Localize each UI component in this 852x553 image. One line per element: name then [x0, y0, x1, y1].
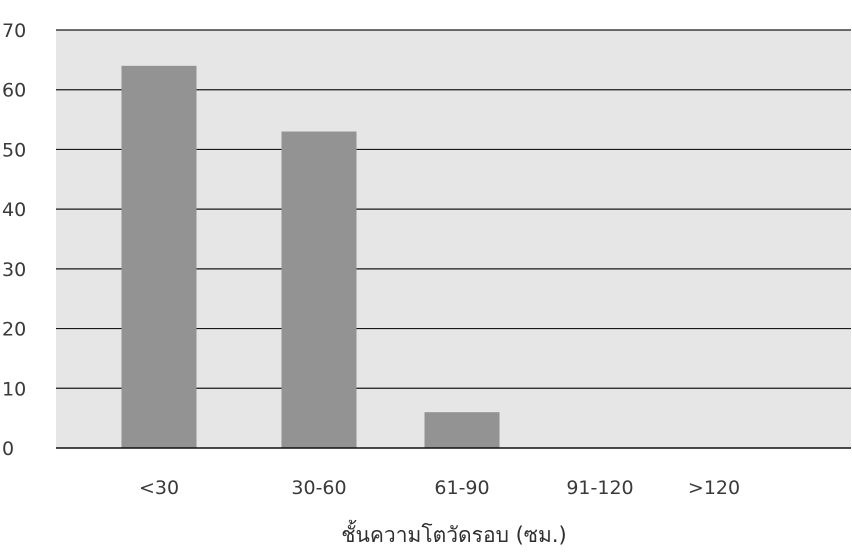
bar-2 — [281, 131, 357, 448]
bars — [121, 65, 500, 448]
y-tick-label: 20 — [2, 319, 26, 341]
y-tick-label: 50 — [2, 139, 26, 161]
x-axis-ticks: <30 30-60 61-90 91-120 >120 — [139, 477, 740, 499]
y-tick-label: 0 — [2, 438, 14, 460]
x-axis-title: ชั้นความโตวัดรอบ (ซม.) — [341, 520, 566, 547]
x-tick-label: 30-60 — [291, 477, 346, 499]
x-tick-label: <30 — [139, 477, 179, 499]
x-tick-label: >120 — [688, 477, 740, 499]
y-axis-ticks: 0 10 20 30 40 50 60 70 — [2, 20, 26, 460]
bar-1 — [121, 65, 197, 448]
x-tick-label: 61-90 — [434, 477, 489, 499]
x-tick-label: 91-120 — [566, 477, 633, 499]
y-tick-label: 70 — [2, 20, 26, 42]
y-tick-label: 60 — [2, 80, 26, 102]
y-tick-label: 30 — [2, 259, 26, 281]
y-tick-label: 40 — [2, 199, 26, 221]
bar-3 — [424, 412, 500, 448]
y-tick-label: 10 — [2, 378, 26, 400]
